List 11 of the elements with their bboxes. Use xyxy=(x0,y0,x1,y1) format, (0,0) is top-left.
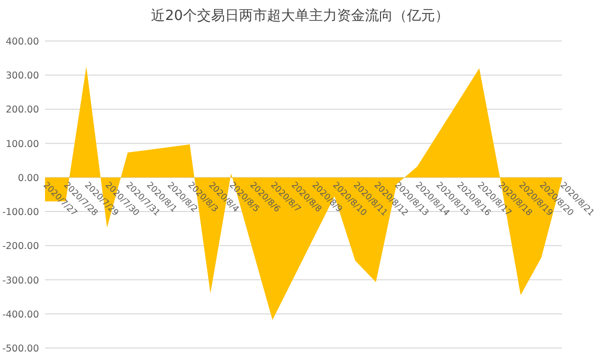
y-tick-label: -400.00 xyxy=(2,309,39,320)
y-tick-label: -200.00 xyxy=(2,241,39,252)
y-tick-label: -500.00 xyxy=(2,344,39,354)
y-tick-label: 300.00 xyxy=(6,70,39,82)
y-tick-label: -300.00 xyxy=(2,275,39,286)
y-tick-label: 100.00 xyxy=(6,138,39,150)
y-tick-label: 200.00 xyxy=(6,104,39,116)
chart-title: 近20个交易日两市超大单主力资金流向（亿元） xyxy=(151,8,449,24)
y-tick-label: -100.00 xyxy=(2,207,39,218)
y-tick-label: 400.00 xyxy=(6,36,39,48)
y-tick-label: 0.00 xyxy=(18,172,39,184)
